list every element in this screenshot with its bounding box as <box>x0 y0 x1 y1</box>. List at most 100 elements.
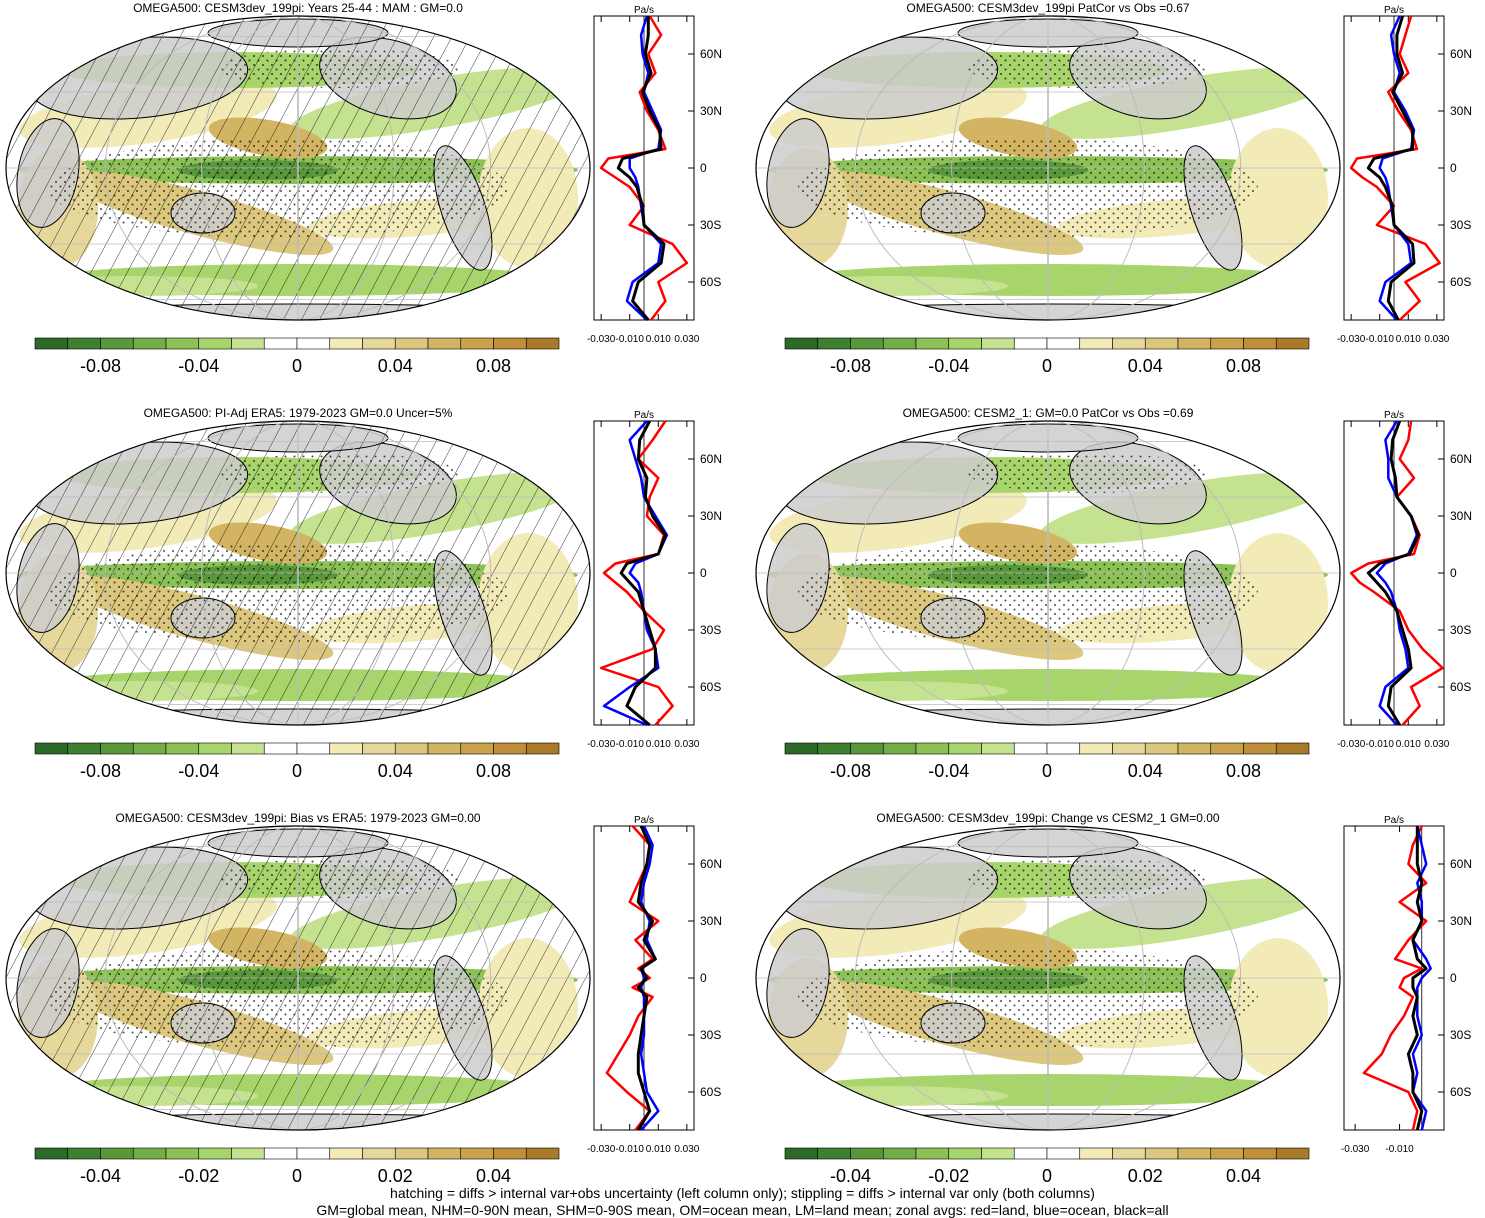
colorbar-swatch <box>1210 742 1244 755</box>
zonal-profile: Pa/s -0.030 -0.010 0.010 0.030 60N 30N 0 30S 60S <box>587 410 722 750</box>
profile-x-tick-label: -0.030 <box>587 739 616 750</box>
colorbar-swatch <box>329 337 363 350</box>
colorbar-label: -0.04 <box>80 1166 121 1186</box>
colorbar-swatch <box>1046 742 1081 755</box>
profile-line-land <box>1349 15 1441 321</box>
profile-line-land <box>599 420 674 726</box>
colorbar-swatch <box>915 1147 950 1160</box>
colorbar-swatch <box>329 1147 363 1160</box>
profile-line-ocean <box>602 420 669 727</box>
colorbar-label: -0.04 <box>928 761 969 781</box>
profile-xlabel: Pa/s <box>634 410 654 421</box>
colorbar-swatch <box>100 742 134 755</box>
colorbar-swatch <box>784 742 819 755</box>
zonal-profile: Pa/s -0.030 -0.010 0.010 0.030 60N 30N 0 30S 60S <box>1337 410 1472 750</box>
colorbar-swatch <box>1112 1147 1146 1160</box>
colorbar-swatch <box>67 742 101 755</box>
colorbar-swatch <box>981 742 1015 755</box>
colorbar-label: 0 <box>292 761 302 781</box>
profile-line-land <box>1362 825 1428 1131</box>
stippling-overlay <box>218 858 458 898</box>
colorbar-swatch <box>1144 742 1179 755</box>
colorbar-swatch <box>231 1147 265 1160</box>
profile-line-land <box>1349 420 1444 726</box>
profile-y-tick-label: 60N <box>1450 452 1472 466</box>
colorbar-swatch <box>34 337 69 350</box>
colorbar-swatch <box>981 1147 1015 1160</box>
profile-y-tick-label: 60S <box>1450 1085 1471 1099</box>
colorbar-swatch <box>525 1147 560 1160</box>
colorbar-swatch <box>1144 337 1179 350</box>
profile-y-tick-label: 30N <box>700 509 722 523</box>
panel-title: OMEGA500: CESM2_1: GM=0.0 PatCor vs Obs … <box>903 406 1194 420</box>
colorbar-label: 0 <box>292 356 302 376</box>
colorbar-swatch <box>394 337 429 350</box>
colorbar-swatch <box>525 337 560 350</box>
panel-1: OMEGA500: CESM3dev_199pi: Years 25-44 : … <box>5 1 722 376</box>
colorbar-label: 0 <box>1042 356 1052 376</box>
map-border <box>755 420 1341 726</box>
colorbar-swatch <box>132 1147 167 1160</box>
colorbar-swatch <box>231 337 265 350</box>
map <box>6 421 590 725</box>
profile-x-tick-label: 0.010 <box>1396 739 1421 750</box>
colorbar-label: -0.04 <box>928 356 969 376</box>
colorbar-swatch <box>784 337 819 350</box>
colorbar-label: -0.02 <box>178 1166 219 1186</box>
colorbar-swatch <box>296 1147 331 1160</box>
colorbar-swatch <box>263 1147 298 1160</box>
profile-x-tick-label: -0.030 <box>1341 1144 1370 1155</box>
profile-line-all <box>1366 15 1416 321</box>
colorbar-label: -0.08 <box>80 356 121 376</box>
colorbar-label: 0.08 <box>476 356 511 376</box>
colorbar-swatch <box>34 742 69 755</box>
antarctica-landmass <box>787 303 1309 320</box>
greenland-arctic-landmass <box>957 828 1139 858</box>
colorbar-label: 0.04 <box>476 1166 511 1186</box>
profile-xlabel: Pa/s <box>1384 5 1404 16</box>
map-border <box>755 825 1341 1131</box>
profile-x-tick-label: -0.010 <box>1366 739 1395 750</box>
profile-y-tick-label: 60S <box>700 1085 721 1099</box>
colorbar-swatch <box>1210 337 1244 350</box>
profile-y-tick-label: 30N <box>700 104 722 118</box>
profile-y-tick-label: 0 <box>700 566 707 580</box>
profile-xlabel: Pa/s <box>1384 410 1404 421</box>
colorbar-swatch <box>948 1147 982 1160</box>
colorbar-swatch <box>132 337 167 350</box>
panel-title: OMEGA500: PI-Adj ERA5: 1979-2023 GM=0.0 … <box>144 406 453 420</box>
profile-x-tick-label: -0.010 <box>616 739 645 750</box>
field-blob <box>1228 938 1328 1078</box>
profile-y-tick-label: 60N <box>1450 857 1472 871</box>
colorbar-swatch <box>394 1147 429 1160</box>
colorbar-swatch <box>817 1147 851 1160</box>
colorbar-swatch <box>915 337 950 350</box>
footer-line-2: GM=global mean, NHM=0-90N mean, SHM=0-90… <box>316 1202 1169 1218</box>
greenland-arctic-landmass <box>957 423 1139 453</box>
colorbar-swatch <box>1275 742 1310 755</box>
colorbar-swatch <box>362 1147 396 1160</box>
colorbar-swatch <box>329 742 363 755</box>
profile-x-tick-label: -0.030 <box>587 1144 616 1155</box>
field-blob <box>768 1086 1008 1106</box>
profile-y-tick-label: 60S <box>700 680 721 694</box>
colorbar-swatch <box>1013 337 1048 350</box>
profile-y-tick-label: 0 <box>1450 161 1457 175</box>
profile-y-tick-label: 30S <box>700 1028 721 1042</box>
colorbar-swatch <box>1275 1147 1310 1160</box>
profile-x-tick-label: 0.030 <box>1424 739 1449 750</box>
colorbar-swatch <box>67 1147 101 1160</box>
profile-y-tick-label: 60N <box>700 857 722 871</box>
colorbar-swatch <box>1243 742 1277 755</box>
profile-y-tick-label: 60S <box>700 275 721 289</box>
profile-x-tick-label: -0.030 <box>1337 334 1366 345</box>
colorbar-swatch <box>1046 337 1081 350</box>
colorbar-label: 0 <box>1042 1166 1052 1186</box>
profile-x-tick-label: -0.010 <box>1366 334 1395 345</box>
map <box>756 16 1340 320</box>
profile-y-tick-label: 60S <box>1450 275 1471 289</box>
colorbar-swatch <box>427 337 462 350</box>
colorbar-swatch <box>427 742 462 755</box>
stippling-overlay <box>968 48 1208 88</box>
